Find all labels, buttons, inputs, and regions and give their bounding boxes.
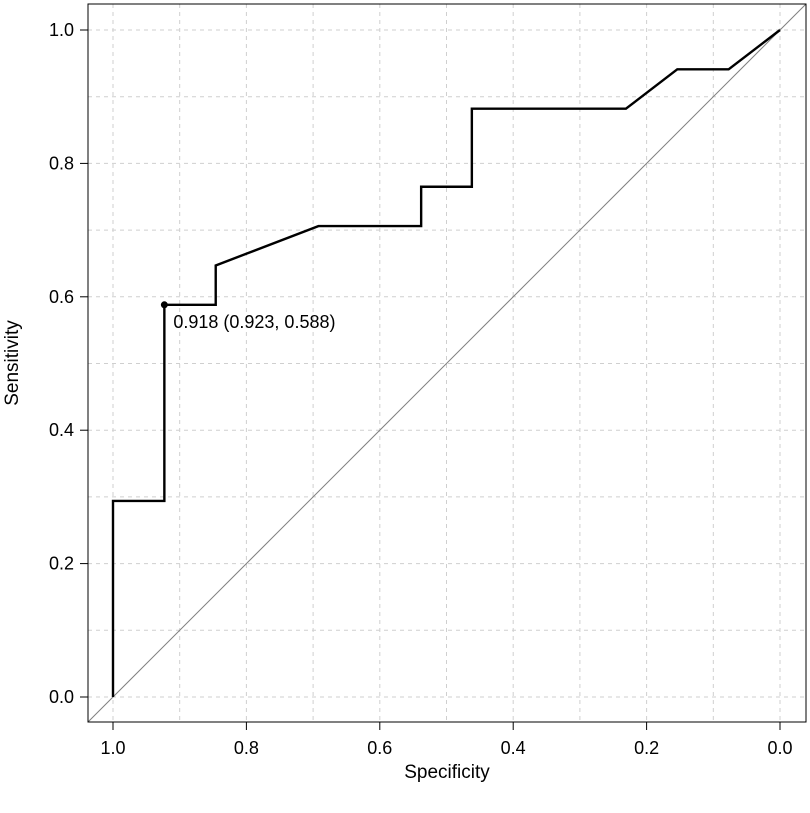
axes: 1.0 0.8 0.6 0.4 0.2 0.0 0.0 0.2 0.4 0.6 0.8 1.0 [49,20,793,758]
y-tick-label: 1.0 [49,20,74,40]
x-tick-label: 1.0 [100,738,125,758]
y-tick-label: 0.4 [49,420,74,440]
x-axis-title: Specificity [404,762,490,783]
threshold-point [160,301,168,309]
x-tick-label: 0.6 [367,738,392,758]
reference-diagonal-line [88,4,806,722]
y-tick-label: 0.2 [49,554,74,574]
x-tick-label: 0.2 [634,738,659,758]
plot-frame [87,3,807,723]
y-axis-title: Sensitivity [2,320,23,406]
x-tick-label: 0.8 [234,738,259,758]
threshold-annotation: 0.918 (0.923, 0.588) [173,312,335,332]
roc-curve [111,29,781,697]
y-tick-label: 0.6 [49,287,74,307]
x-tick-label: 0.4 [501,738,526,758]
y-tick-label: 0.0 [49,687,74,707]
y-tick-label: 0.8 [49,153,74,173]
x-tick-label: 0.0 [767,738,792,758]
